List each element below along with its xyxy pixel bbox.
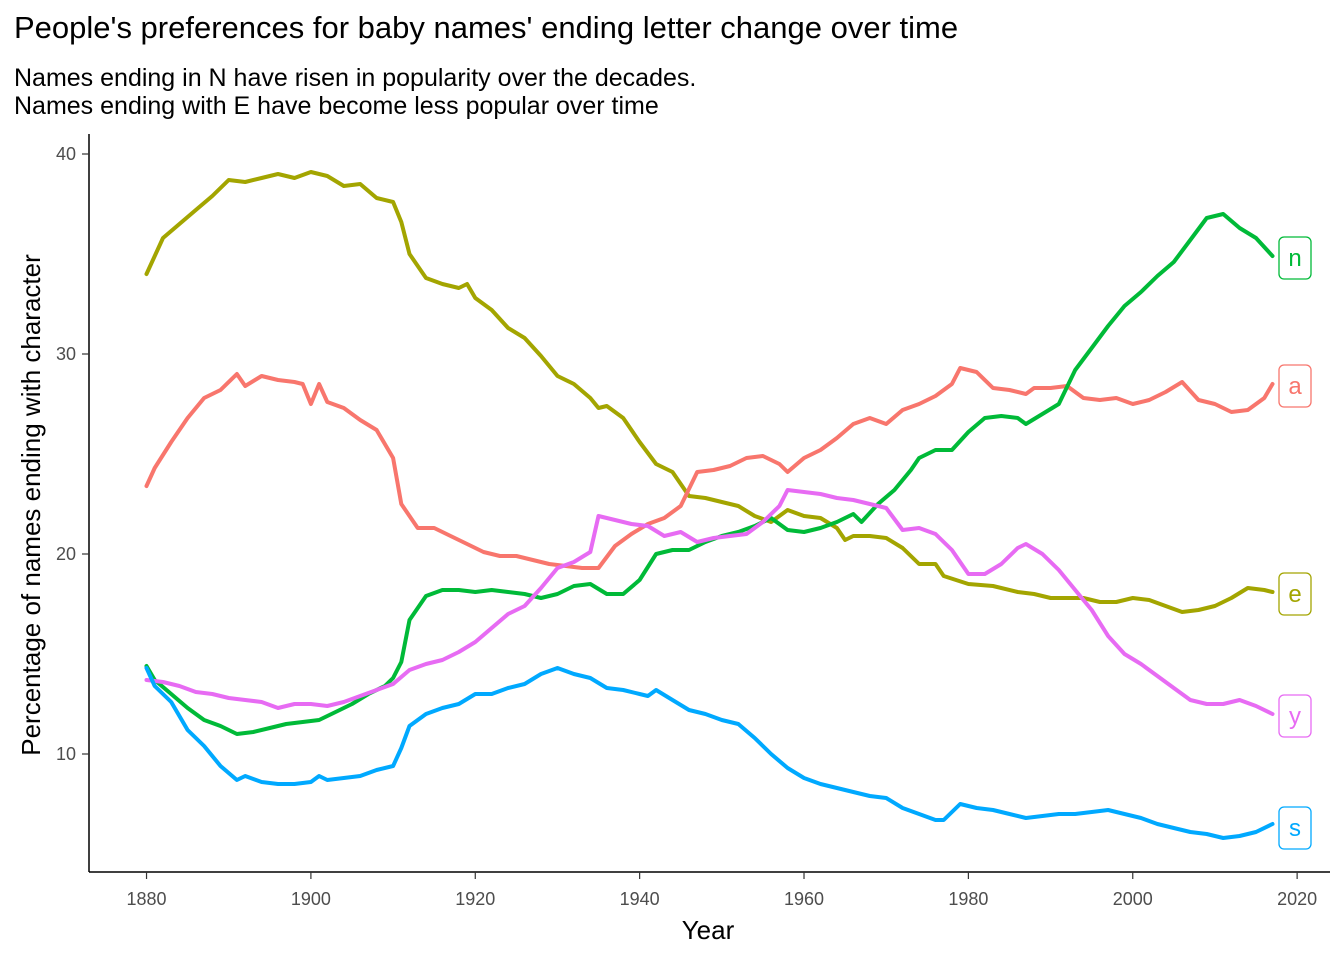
- series-line-s: [144, 666, 1275, 840]
- subtitle-line-2: Names ending with E have become less pop…: [14, 92, 659, 120]
- x-tick-label: 1880: [127, 889, 167, 909]
- end-label-box: [1278, 694, 1312, 738]
- y-axis-title: Percentage of names ending with characte…: [16, 254, 46, 756]
- y-tick-label: 40: [56, 144, 76, 164]
- end-label-y: y: [1278, 694, 1312, 738]
- end-label-n: n: [1278, 236, 1312, 280]
- x-tick-label: 2020: [1277, 889, 1317, 909]
- end-labels: n a e y s: [1278, 236, 1312, 850]
- x-tick-label: 1900: [291, 889, 331, 909]
- chart-axes: 1880 1900 1920 1940 1960 1980 2000 2020 10 20 30 4…: [56, 134, 1330, 909]
- subtitle-line-1: Names ending in N have risen in populari…: [14, 64, 697, 92]
- end-label-box: [1278, 806, 1312, 850]
- end-label-text: n: [1288, 245, 1301, 272]
- end-label-text: s: [1289, 815, 1301, 842]
- x-tick-label: 1920: [455, 889, 495, 909]
- chart-subtitle: Names ending in N have risen in populari…: [14, 64, 696, 120]
- x-tick-label: 2000: [1113, 889, 1153, 909]
- x-axis-ticks: 1880 1900 1920 1940 1960 1980 2000 2020: [127, 872, 1317, 909]
- series-line-a: [144, 366, 1275, 570]
- y-tick-label: 10: [56, 744, 76, 764]
- end-label-box: [1278, 572, 1312, 616]
- end-label-a: a: [1278, 364, 1312, 408]
- x-tick-label: 1980: [948, 889, 988, 909]
- end-label-box: [1278, 364, 1312, 408]
- series-line-y: [144, 488, 1275, 716]
- y-tick-label: 30: [56, 344, 76, 364]
- x-axis-title: Year: [682, 915, 735, 945]
- x-tick-label: 1940: [620, 889, 660, 909]
- end-label-text: y: [1289, 703, 1301, 730]
- chart-title: People's preferences for baby names' end…: [14, 10, 959, 45]
- series-lines: [144, 170, 1275, 840]
- end-label-s: s: [1278, 806, 1312, 850]
- end-label-text: a: [1288, 373, 1302, 400]
- end-label-text: e: [1288, 581, 1301, 608]
- y-axis-ticks: 10 20 30 40: [56, 144, 89, 764]
- series-line-n: [144, 212, 1275, 736]
- end-label-box: [1278, 236, 1312, 280]
- end-label-e: e: [1278, 572, 1312, 616]
- x-tick-label: 1960: [784, 889, 824, 909]
- y-tick-label: 20: [56, 544, 76, 564]
